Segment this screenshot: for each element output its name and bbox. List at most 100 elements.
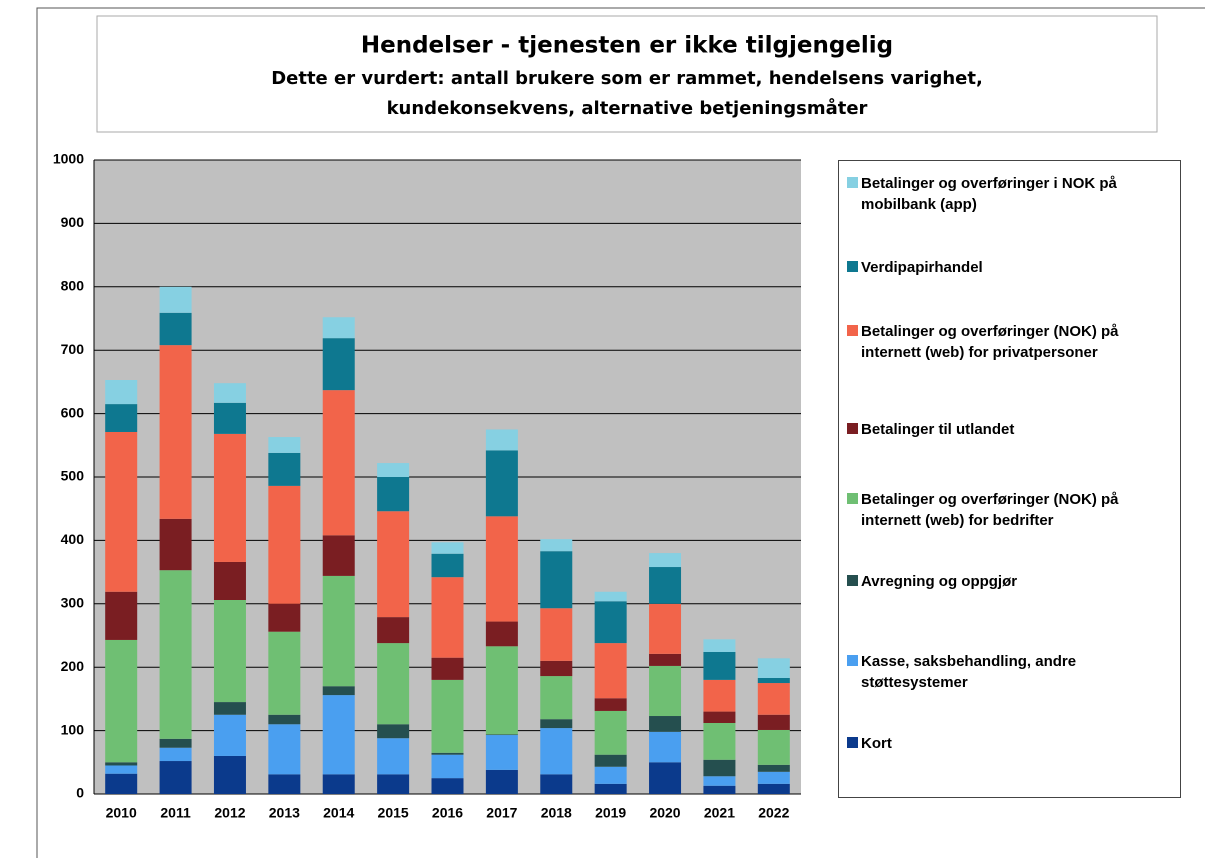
- bar-segment: [377, 617, 410, 644]
- legend-label: Verdipapirhandel: [861, 259, 983, 276]
- title-box: [96, 15, 1158, 133]
- legend-swatch: [847, 177, 858, 188]
- bar-segment: [757, 771, 790, 784]
- bar-segment: [377, 511, 410, 618]
- bar-segment: [540, 551, 573, 609]
- bar-segment: [431, 553, 464, 578]
- bar-segment: [105, 762, 138, 766]
- legend-swatch: [847, 261, 858, 272]
- bar-segment: [322, 390, 355, 536]
- bar-segment: [322, 686, 355, 696]
- bar-segment: [757, 683, 790, 715]
- bar-segment: [431, 778, 464, 794]
- legend-swatch: [847, 737, 858, 748]
- frame: [36, 7, 1205, 858]
- bar-segment: [377, 477, 410, 512]
- bar-segment: [649, 653, 682, 666]
- bar-segment: [649, 603, 682, 654]
- bar-segment: [703, 651, 736, 680]
- x-tick-label: 2012: [214, 805, 245, 821]
- x-tick-label: 2013: [269, 805, 300, 821]
- legend-entry: Verdipapirhandel: [847, 257, 1147, 278]
- bar-segment: [268, 437, 301, 453]
- bar-segment: [105, 379, 138, 405]
- bar-segment: [757, 714, 790, 730]
- bar-segment: [649, 731, 682, 763]
- bar-segment: [594, 754, 627, 767]
- bar-segment: [159, 570, 192, 739]
- bar-segment: [105, 765, 138, 774]
- bar-segment: [540, 774, 573, 794]
- bar-segment: [268, 724, 301, 775]
- x-tick-label: 2019: [595, 805, 626, 821]
- bar-segment: [213, 702, 246, 715]
- bar-segment: [159, 761, 192, 794]
- bar-segment: [703, 785, 736, 794]
- bar-segment: [703, 639, 736, 652]
- bar-segment: [105, 639, 138, 763]
- bar-segment: [322, 338, 355, 391]
- bar-segment: [213, 561, 246, 600]
- bar-segment: [431, 679, 464, 753]
- bar-segment: [159, 518, 192, 571]
- bar-segment: [213, 714, 246, 756]
- x-tick-label: 2014: [323, 805, 354, 821]
- bar-segment: [159, 747, 192, 762]
- bar-segment: [485, 646, 518, 735]
- bar-segment: [757, 677, 790, 684]
- bar-segment: [757, 729, 790, 765]
- legend-entry: Betalinger og overføringer i NOK på mobi…: [847, 173, 1147, 215]
- x-tick-label: 2015: [378, 805, 409, 821]
- x-tick-label: 2018: [541, 805, 572, 821]
- bar-segment: [322, 575, 355, 687]
- bar-segment: [649, 567, 682, 604]
- legend-swatch: [847, 325, 858, 336]
- chart-title: Hendelser - tjenesten er ikke tilgjengel…: [361, 33, 893, 59]
- bar-segment: [649, 665, 682, 717]
- bar-segment: [485, 429, 518, 451]
- bar-segment: [159, 312, 192, 346]
- bar-segment: [757, 658, 790, 678]
- bar-segment: [159, 286, 192, 313]
- y-tick-label: 800: [61, 278, 85, 294]
- bar-segment: [540, 676, 573, 720]
- bar-segment: [268, 631, 301, 715]
- y-tick-label: 1000: [53, 151, 84, 167]
- x-tick-label: 2010: [106, 805, 137, 821]
- bar-segment: [268, 485, 301, 604]
- y-tick-label: 600: [61, 404, 85, 420]
- y-tick-label: 100: [61, 721, 85, 737]
- legend: Kort Kasse, saksbehandling, andre støttes…: [838, 160, 1181, 798]
- chart-subtitle: Dette er vurdert: antall brukere som er …: [271, 68, 983, 119]
- legend-entry: Kasse, saksbehandling, andre støttesyste…: [847, 651, 1147, 693]
- bar-segment: [431, 754, 464, 779]
- y-tick-label: 400: [61, 531, 85, 547]
- legend-label: Kort: [861, 735, 892, 752]
- bar-segment: [213, 599, 246, 703]
- bar-segment: [268, 452, 301, 486]
- bar-segment: [594, 783, 627, 794]
- x-tick-label: 2020: [649, 805, 680, 821]
- legend-label: Avregning og oppgjør: [861, 573, 1018, 590]
- bar-segment: [322, 317, 355, 339]
- bar-segment: [268, 774, 301, 794]
- legend-entry: Kort: [847, 733, 1147, 754]
- bar-segment: [268, 714, 301, 725]
- x-tick-label: 2022: [758, 805, 789, 821]
- bar-segment: [649, 762, 682, 794]
- bar-segment: [540, 728, 573, 775]
- bar-segment: [213, 433, 246, 562]
- bar-segment: [485, 621, 518, 647]
- bar-segment: [649, 716, 682, 732]
- bar-segment: [485, 516, 518, 622]
- bar-segment: [377, 774, 410, 794]
- bar-segment: [431, 752, 464, 755]
- bar-segment: [703, 776, 736, 786]
- legend-entry: Betalinger og overføringer (NOK) på inte…: [847, 489, 1147, 531]
- bar-segment: [485, 450, 518, 517]
- y-tick-label: 900: [61, 214, 85, 230]
- bar-segment: [757, 783, 790, 794]
- legend-label: Betalinger og overføringer (NOK) på inte…: [861, 491, 1119, 529]
- bar-segment: [594, 766, 627, 784]
